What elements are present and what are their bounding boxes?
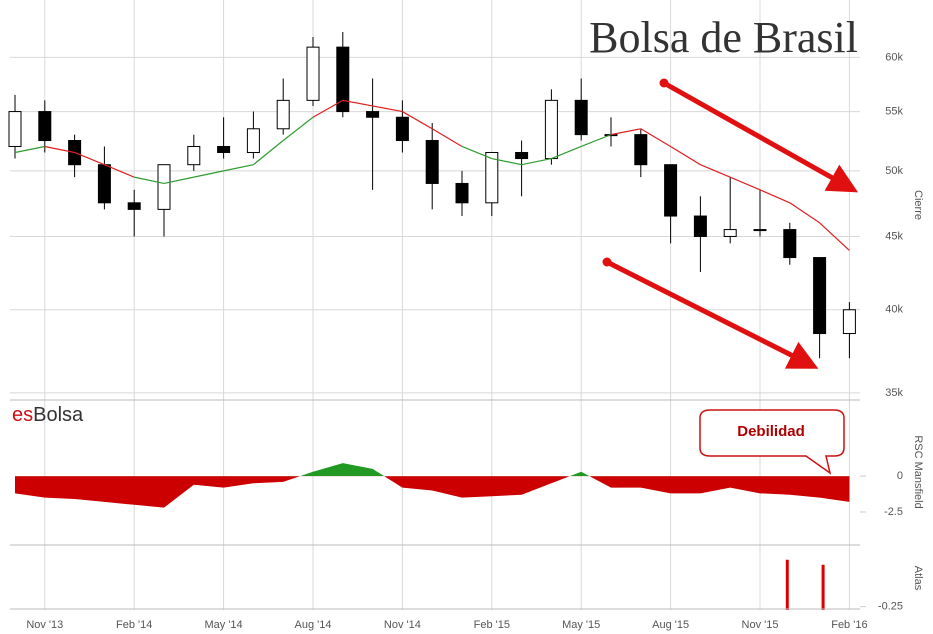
x-tick-label: Feb '14 (116, 619, 152, 631)
candle-body (574, 99, 588, 136)
moving-average (223, 164, 254, 172)
candle-body (842, 309, 856, 335)
moving-average (521, 157, 552, 166)
candle-body (217, 145, 231, 153)
moving-average (670, 145, 701, 166)
x-tick-label: May '15 (562, 619, 600, 631)
y-axis-label: RSC Mansfield (912, 435, 924, 508)
y-axis-label: Cierre (912, 190, 924, 220)
moving-average (282, 116, 314, 141)
x-tick-label: Feb '15 (474, 619, 510, 631)
x-tick-label: Nov '15 (742, 619, 779, 631)
candle-body (813, 257, 827, 335)
moving-average (74, 151, 105, 166)
candle-body (395, 116, 409, 142)
moving-average (14, 145, 45, 154)
moving-average (580, 134, 612, 148)
moving-average (700, 164, 731, 178)
moving-average (789, 202, 820, 224)
y-tick-label: 55k (885, 105, 903, 117)
arrow (605, 259, 819, 369)
moving-average (640, 128, 671, 147)
moving-average (759, 189, 791, 204)
moving-average (372, 105, 403, 113)
candle-body (97, 164, 111, 204)
moving-average (44, 145, 75, 154)
moving-average (104, 164, 135, 178)
candle-body (127, 202, 141, 210)
candle-body (425, 140, 439, 184)
y-tick-label: 35k (885, 387, 903, 399)
bar (821, 564, 825, 610)
y-tick-label: 50k (885, 165, 903, 177)
moving-average (431, 128, 463, 147)
candle-body (485, 151, 499, 204)
moving-average (461, 145, 493, 160)
y-tick-label: 0 (897, 470, 903, 482)
candle-body (634, 134, 648, 166)
candle-body (693, 215, 707, 237)
moving-average (729, 176, 761, 191)
moving-average (402, 111, 433, 130)
x-tick-label: May '14 (205, 619, 243, 631)
brand: esBolsa (12, 404, 84, 426)
moving-average (610, 128, 641, 136)
candle-body (336, 46, 350, 113)
chart-title: Bolsa de Brasil (589, 13, 858, 62)
y-tick-label: -0.25 (878, 601, 903, 613)
y-tick-label: -2.5 (884, 506, 903, 518)
candle-body (8, 111, 22, 147)
candle-body (664, 164, 678, 217)
plot (8, 32, 856, 610)
candle-body (157, 164, 171, 210)
x-tick-label: Nov '14 (384, 619, 421, 631)
candle-body (753, 229, 767, 232)
candle-body (723, 229, 737, 237)
moving-average (819, 222, 850, 251)
candle-body (38, 111, 52, 142)
x-tick-label: Aug '15 (652, 619, 689, 631)
candle-body (276, 99, 290, 130)
candle-body (366, 111, 380, 118)
arrow (662, 80, 859, 193)
candle-body (187, 145, 201, 166)
y-tick-label: 60k (885, 51, 903, 63)
moving-average (491, 157, 522, 166)
candle-body (306, 46, 320, 101)
candle-body (515, 151, 529, 160)
x-tick-label: Aug '14 (295, 619, 332, 631)
y-axis-label: Atlas (912, 566, 924, 591)
moving-average (134, 176, 165, 185)
brand-prefix: es (12, 404, 33, 426)
moving-average (312, 99, 344, 118)
callout-box (699, 409, 845, 475)
callout-text: Debilidad (737, 423, 805, 440)
moving-average (342, 99, 373, 107)
moving-average (551, 145, 582, 160)
x-tick-label: Nov '13 (26, 619, 63, 631)
x-tick-label: Feb '16 (831, 619, 867, 631)
rsc-area-negative (15, 476, 850, 508)
grid (10, 0, 866, 610)
moving-average (163, 176, 194, 185)
brand-name: Bolsa (33, 404, 84, 426)
candle-body (783, 229, 797, 259)
y-tick-label: 40k (885, 304, 903, 316)
moving-average (253, 140, 284, 166)
candle-body (544, 99, 558, 160)
candle-body (246, 128, 260, 153)
candle-body (455, 182, 469, 204)
moving-average (193, 170, 224, 178)
bar (785, 559, 789, 610)
y-tick-label: 45k (885, 230, 903, 242)
